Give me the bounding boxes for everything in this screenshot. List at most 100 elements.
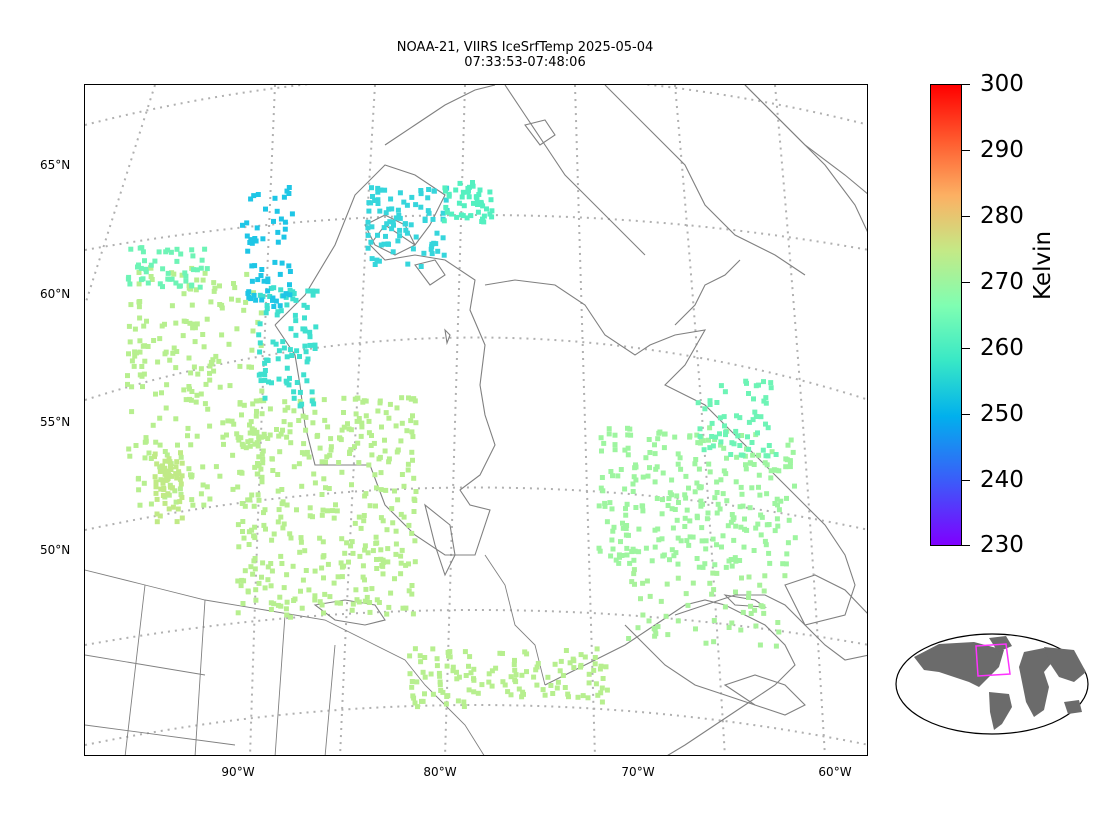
ist-pixel [455,698,461,704]
ist-pixel [337,435,343,441]
ist-pixel [696,564,702,570]
ist-pixel [765,425,771,431]
ist-pixel [388,196,394,202]
james-bay-coast [424,503,456,577]
ist-pixel [382,448,388,454]
ist-pixel [141,323,147,329]
ist-pixel [290,296,296,302]
ist-pixel [174,258,180,264]
ist-pixel [187,396,192,402]
ist-pixel [285,405,291,411]
ist-pixel [256,454,262,460]
ist-pixel [431,188,437,194]
ist-pixel [505,689,511,695]
ist-pixel [284,502,290,508]
ist-pixel [286,263,292,269]
ist-pixel [774,496,780,502]
ist-pixel [334,508,340,514]
ist-pixel [420,698,426,704]
ist-pixel [374,257,380,263]
ist-pixel [240,222,245,228]
ist-pixel [234,431,240,437]
ist-pixel [321,575,326,581]
ist-pixel [267,406,273,412]
map-panel[interactable] [84,84,868,756]
ist-pixel [161,487,167,493]
ist-pixel [739,575,744,581]
ist-pixel [367,609,373,615]
ist-pixel [612,442,618,448]
ist-pixel [711,639,717,645]
ist-pixel [303,414,309,420]
ist-pixel [598,485,604,491]
ist-pixel [393,423,399,429]
ist-pixel [500,651,505,656]
ist-pixel [586,680,592,686]
ist-pixel [636,526,642,532]
ist-pixel [751,548,757,553]
ist-pixel [365,225,371,231]
ist-pixel [262,395,268,401]
ist-pixel [703,640,709,646]
ist-pixel [557,668,563,674]
ist-pixel [631,557,637,563]
ist-pixel [354,395,360,401]
ist-pixel [401,483,407,489]
ist-pixel [409,684,415,690]
ist-pixel [387,219,393,225]
ist-pixel [592,655,598,660]
ist-pixel [227,383,233,389]
ist-pixel [216,358,222,364]
ist-pixel [410,246,416,252]
ist-pixel [652,442,657,448]
ist-pixel [360,574,366,580]
ist-pixel [259,479,265,485]
ist-pixel [224,432,229,438]
ist-pixel [140,276,146,282]
ist-pixel [331,580,337,586]
colorbar-tick [962,282,970,283]
ist-pixel [712,495,718,501]
ist-pixel [692,489,698,495]
ist-pixel [301,302,307,308]
ist-pixel [656,537,662,543]
ist-pixel [319,492,325,497]
ist-pixel [753,623,759,629]
ist-pixel [760,447,766,453]
ist-pixel [608,553,614,559]
ist-pixel [752,409,758,415]
ist-pixel [287,282,292,288]
ist-pixel [623,512,629,518]
ist-pixel [497,650,503,656]
ist-pixel [609,506,615,512]
ist-pixel [374,557,379,562]
ist-pixel [270,468,276,473]
ist-pixel [126,351,131,357]
ist-pixel [378,187,384,193]
ist-pixel [470,183,476,189]
ist-pixel [563,648,569,653]
ist-pixel [624,545,630,551]
lat-label-65n: 65°N [40,158,71,172]
ist-pixel [284,354,290,360]
ist-pixel [380,518,386,524]
ist-pixel [628,432,634,438]
ist-pixel [493,665,499,671]
ist-pixel [219,332,225,338]
ist-pixel [374,566,380,571]
ist-pixel [481,213,487,219]
ist-pixel [450,668,456,674]
ist-pixel [733,589,738,595]
ist-pixel [633,462,638,468]
ist-pixel [245,290,251,296]
ist-pixel [409,429,415,435]
ist-pixel [361,513,367,518]
ist-pixel [313,324,319,330]
ist-pixel [643,545,649,551]
ist-pixel [444,663,450,669]
ist-pixel [153,484,159,490]
ist-pixel [741,544,747,550]
ist-pixel [263,310,269,316]
ist-pixel [360,563,366,569]
ist-pixel [761,610,767,616]
